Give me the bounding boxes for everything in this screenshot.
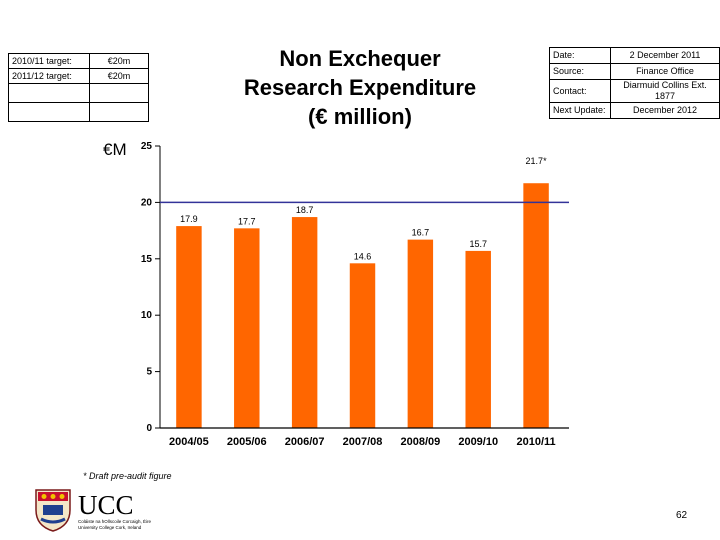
- data-label: 16.7: [412, 228, 430, 238]
- x-category-label: 2009/10: [458, 436, 498, 448]
- title-line: (€ million): [308, 104, 412, 129]
- info-row: Date: 2 December 2011: [549, 47, 720, 64]
- info-table: Date: 2 December 2011 Source: Finance Of…: [549, 47, 720, 119]
- targets-table: 2010/11 target: €20m 2011/12 target: €20…: [8, 53, 149, 122]
- info-row: Next Update: December 2012: [549, 102, 720, 119]
- bar: [234, 228, 260, 428]
- data-label: 17.9: [180, 214, 198, 224]
- logo-subtitle: Coláiste na hOllscoile Corcaigh, Éire: [78, 518, 152, 524]
- x-category-label: 2005/06: [227, 436, 267, 448]
- bar: [176, 226, 202, 428]
- ucc-logo: UCC Coláiste na hOllscoile Corcaigh, Éir…: [35, 489, 152, 532]
- logo-subtitle: University College Cork, Ireland: [78, 525, 142, 530]
- bar: [523, 183, 549, 428]
- x-category-label: 2006/07: [285, 436, 325, 448]
- x-category-label: 2004/05: [169, 436, 209, 448]
- x-category-label: 2008/09: [400, 436, 440, 448]
- target-row: 2010/11 target: €20m: [8, 53, 149, 69]
- footnote: * Draft pre-audit figure: [83, 471, 172, 481]
- data-label: 15.7: [469, 239, 487, 249]
- y-tick-label: 5: [146, 367, 152, 378]
- y-tick-label: 25: [141, 141, 153, 152]
- chart-title: Non Exchequer Research Expenditure (€ mi…: [215, 44, 505, 131]
- data-label: 14.6: [354, 251, 372, 261]
- x-category-label: 2010/11: [516, 436, 555, 448]
- info-label: Next Update:: [549, 102, 611, 119]
- bar: [349, 263, 376, 428]
- title-line: Research Expenditure: [243, 75, 477, 100]
- y-tick-label: 10: [141, 310, 153, 321]
- target-row: 2011/12 target: €20m: [8, 68, 149, 84]
- data-label: 21.7*: [526, 156, 548, 166]
- info-value: December 2012: [610, 102, 720, 119]
- data-label: 17.7: [238, 216, 256, 226]
- bar: [407, 239, 434, 428]
- x-category-label: 2007/08: [343, 436, 383, 448]
- bar: [465, 250, 491, 428]
- logo-wordmark: UCC: [78, 490, 134, 520]
- currency-label: €M: [103, 140, 127, 159]
- bar: [291, 217, 318, 428]
- title-line: Non Exchequer: [279, 46, 441, 71]
- info-row: Contact: Diarmuid Collins Ext. 1877: [549, 79, 720, 103]
- info-value: Diarmuid Collins Ext. 1877: [610, 79, 720, 103]
- y-tick-label: 0: [146, 423, 152, 434]
- y-tick-label: 15: [141, 254, 153, 265]
- y-tick-label: 20: [141, 197, 153, 208]
- info-label: Contact:: [549, 79, 611, 103]
- data-label: 18.7: [296, 205, 314, 215]
- empty-cell: [89, 102, 149, 122]
- target-row-empty: [8, 102, 149, 122]
- page-number: 62: [676, 510, 688, 521]
- crest-icon: [35, 489, 71, 532]
- target-row-empty: [8, 83, 149, 103]
